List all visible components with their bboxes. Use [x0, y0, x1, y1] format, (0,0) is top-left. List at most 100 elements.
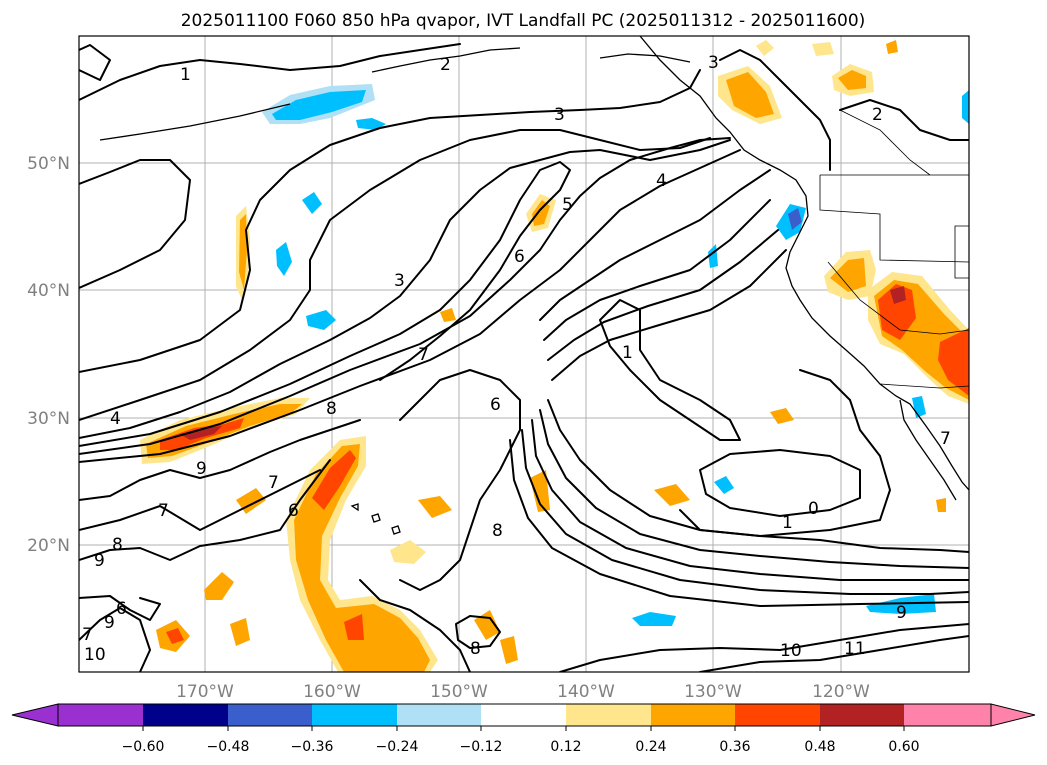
contour-line: [699, 449, 861, 517]
contour-line: [839, 99, 969, 141]
colorbar-tick-label: 0.60: [888, 739, 919, 755]
contour-line: [359, 579, 471, 672]
contour-label: 9: [104, 613, 115, 633]
contour-label: 11: [844, 639, 866, 659]
contour-label: 8: [492, 521, 503, 541]
contour-line: [539, 409, 969, 569]
contour-label: 7: [158, 501, 169, 521]
contour-label: 1: [782, 513, 793, 533]
coastlines: [99, 36, 969, 535]
contour-line: [521, 429, 969, 595]
colorbar-cell: [58, 704, 143, 726]
contour-label: 9: [94, 551, 105, 571]
island: [371, 513, 381, 523]
shade-orange: [532, 200, 550, 226]
contour-label: 8: [112, 535, 123, 555]
island: [350, 503, 359, 512]
colorbar-cell: [312, 704, 397, 726]
lon-tick-label: 160°W: [303, 682, 361, 702]
contour-line: [531, 419, 969, 581]
contour-line: [79, 419, 361, 501]
shade-blue: [356, 118, 386, 130]
shade-blue: [962, 90, 969, 124]
colorbar-tick-label: 0.36: [719, 739, 750, 755]
figure-title: 2025011100 F060 850 hPa qvapor, IVT Land…: [181, 11, 866, 31]
contour-label: 6: [288, 501, 299, 521]
shade-orange: [756, 40, 774, 56]
contour-label: 1: [180, 65, 191, 85]
colorbar: −0.60 −0.48 −0.36 −0.24 −0.12 0.12 0.24 0.36 0.4…: [11, 703, 1036, 755]
shade-orange: [440, 308, 456, 322]
contour-line: [509, 439, 969, 607]
shade-orange: [418, 496, 452, 518]
contour-line: [699, 635, 969, 672]
lon-tick-label: 130°W: [684, 682, 742, 702]
contour-label: 1: [622, 343, 633, 363]
ivt-contours: [79, 43, 969, 672]
colorbar-cell: [397, 704, 481, 726]
border-line: [839, 109, 931, 176]
contour-line: [79, 43, 461, 101]
shade-orange: [500, 636, 518, 664]
shade-darkred: [890, 286, 906, 304]
contour-label: 6: [116, 599, 127, 619]
contour-label: 6: [490, 395, 501, 415]
contour-line: [79, 607, 151, 672]
contour-label: 3: [554, 105, 565, 125]
colorbar-tick-label: −0.36: [291, 739, 334, 755]
contour-line: [79, 149, 741, 463]
lat-tick-label: 40°N: [27, 281, 70, 301]
shade-blue: [306, 310, 336, 330]
contour-line: [547, 229, 779, 361]
contour-label: 4: [110, 409, 121, 429]
colorbar-extend-high: [990, 703, 1036, 727]
colorbar-cell: [904, 704, 991, 726]
shade-orange: [230, 618, 250, 646]
border-line: [879, 383, 969, 389]
contour-line: [79, 69, 701, 373]
contour-line: [543, 199, 771, 341]
coastline: [99, 103, 291, 141]
lat-tick-label: 30°N: [27, 409, 70, 429]
colorbar-cell: [651, 704, 735, 726]
lon-tick-labels: 170°W 160°W 150°W 140°W 130°W 120°W: [176, 682, 870, 702]
colorbar-tick-label: 0.12: [550, 739, 581, 755]
border-line: [954, 225, 969, 279]
contour-line: [79, 129, 711, 421]
contour-label: 9: [196, 459, 207, 479]
contour-label: 3: [394, 271, 405, 291]
colorbar-tick-label: −0.48: [207, 739, 250, 755]
contour-label: 7: [82, 625, 93, 645]
shade-orange: [530, 470, 550, 512]
contour-label: 0: [808, 499, 819, 519]
shade-orange: [726, 72, 774, 118]
contour-label: 8: [470, 639, 481, 659]
map-area: 1 2 3 3 2 4 5 6 3 7 4 8 9 7 6 9 8 7 6 7 …: [79, 36, 969, 672]
contour-label: 10: [84, 645, 106, 665]
shade-orange: [838, 70, 866, 90]
shade-blue: [276, 242, 292, 276]
lat-tick-label: 50°N: [27, 154, 70, 174]
colorbar-tick-label: 0.24: [635, 739, 666, 755]
contour-label: 7: [940, 429, 951, 449]
contour-line: [79, 44, 111, 81]
shade-red: [312, 450, 356, 510]
border-line: [827, 261, 969, 335]
colorbar-cell: [228, 704, 312, 726]
contour-line: [455, 615, 501, 649]
contour-label: 3: [708, 53, 719, 73]
shade-blue-dark: [788, 208, 802, 230]
contour-label: 2: [872, 105, 883, 125]
contour-label: 7: [268, 473, 279, 493]
contour-label: 5: [562, 195, 573, 215]
border-line: [819, 175, 969, 263]
shade-orange: [204, 572, 234, 600]
shade-orange: [936, 498, 946, 512]
shade-orange: [770, 408, 794, 424]
contour-line: [79, 137, 731, 455]
colorbar-tick-label: −0.60: [122, 739, 165, 755]
lon-tick-label: 170°W: [176, 682, 234, 702]
coastline: [599, 53, 691, 63]
shade-red: [344, 614, 364, 640]
contour-line: [79, 459, 331, 561]
